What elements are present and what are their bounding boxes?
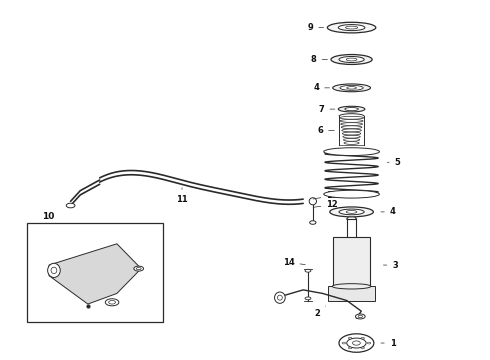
Ellipse shape: [134, 266, 144, 271]
Ellipse shape: [344, 141, 359, 144]
Ellipse shape: [347, 87, 356, 89]
Text: 12: 12: [313, 200, 338, 209]
Ellipse shape: [109, 301, 116, 304]
Bar: [333, 237, 370, 286]
Ellipse shape: [274, 292, 285, 303]
Ellipse shape: [338, 106, 365, 112]
Ellipse shape: [333, 84, 370, 92]
Text: 8: 8: [311, 55, 327, 64]
Ellipse shape: [330, 207, 373, 217]
Ellipse shape: [368, 342, 371, 344]
Text: 9: 9: [308, 23, 323, 32]
Ellipse shape: [309, 198, 317, 205]
Text: 14: 14: [283, 258, 305, 267]
Ellipse shape: [339, 209, 364, 215]
Ellipse shape: [324, 148, 379, 156]
Ellipse shape: [346, 58, 357, 61]
Ellipse shape: [51, 267, 57, 274]
Bar: [328, 286, 375, 301]
Ellipse shape: [340, 85, 363, 90]
Ellipse shape: [346, 211, 357, 213]
Ellipse shape: [340, 120, 363, 122]
Text: 5: 5: [387, 158, 400, 167]
Text: 7: 7: [318, 105, 335, 114]
Ellipse shape: [338, 24, 365, 31]
Text: 6: 6: [317, 126, 334, 135]
Ellipse shape: [324, 190, 379, 198]
Ellipse shape: [310, 221, 316, 224]
Ellipse shape: [348, 347, 352, 349]
Ellipse shape: [327, 22, 376, 33]
Ellipse shape: [361, 337, 365, 339]
Ellipse shape: [342, 342, 345, 344]
Text: 10: 10: [42, 212, 54, 221]
Text: 4: 4: [381, 207, 396, 216]
Ellipse shape: [352, 341, 360, 345]
Ellipse shape: [339, 334, 374, 352]
Ellipse shape: [343, 132, 361, 135]
Bar: [27, 222, 163, 322]
Ellipse shape: [342, 129, 361, 132]
Ellipse shape: [331, 54, 372, 64]
Ellipse shape: [48, 263, 60, 278]
Ellipse shape: [345, 26, 358, 29]
Ellipse shape: [355, 314, 365, 319]
Ellipse shape: [332, 284, 371, 289]
Ellipse shape: [361, 347, 365, 349]
Text: 1: 1: [381, 338, 396, 347]
Ellipse shape: [345, 108, 358, 111]
Ellipse shape: [136, 267, 141, 270]
Ellipse shape: [343, 138, 360, 141]
Polygon shape: [49, 244, 141, 304]
Ellipse shape: [305, 297, 311, 300]
Ellipse shape: [340, 116, 364, 119]
Text: 4: 4: [313, 84, 329, 93]
Ellipse shape: [66, 203, 75, 208]
Ellipse shape: [358, 315, 363, 318]
Ellipse shape: [348, 337, 352, 339]
Ellipse shape: [347, 338, 366, 348]
Text: 2: 2: [315, 306, 325, 319]
Ellipse shape: [341, 126, 362, 129]
Text: 11: 11: [176, 188, 188, 204]
Text: 13: 13: [313, 191, 338, 200]
Ellipse shape: [105, 299, 119, 306]
Ellipse shape: [305, 269, 311, 272]
Ellipse shape: [341, 123, 363, 126]
Ellipse shape: [343, 135, 360, 138]
Text: 3: 3: [383, 261, 398, 270]
Ellipse shape: [339, 57, 364, 63]
Ellipse shape: [277, 295, 282, 300]
